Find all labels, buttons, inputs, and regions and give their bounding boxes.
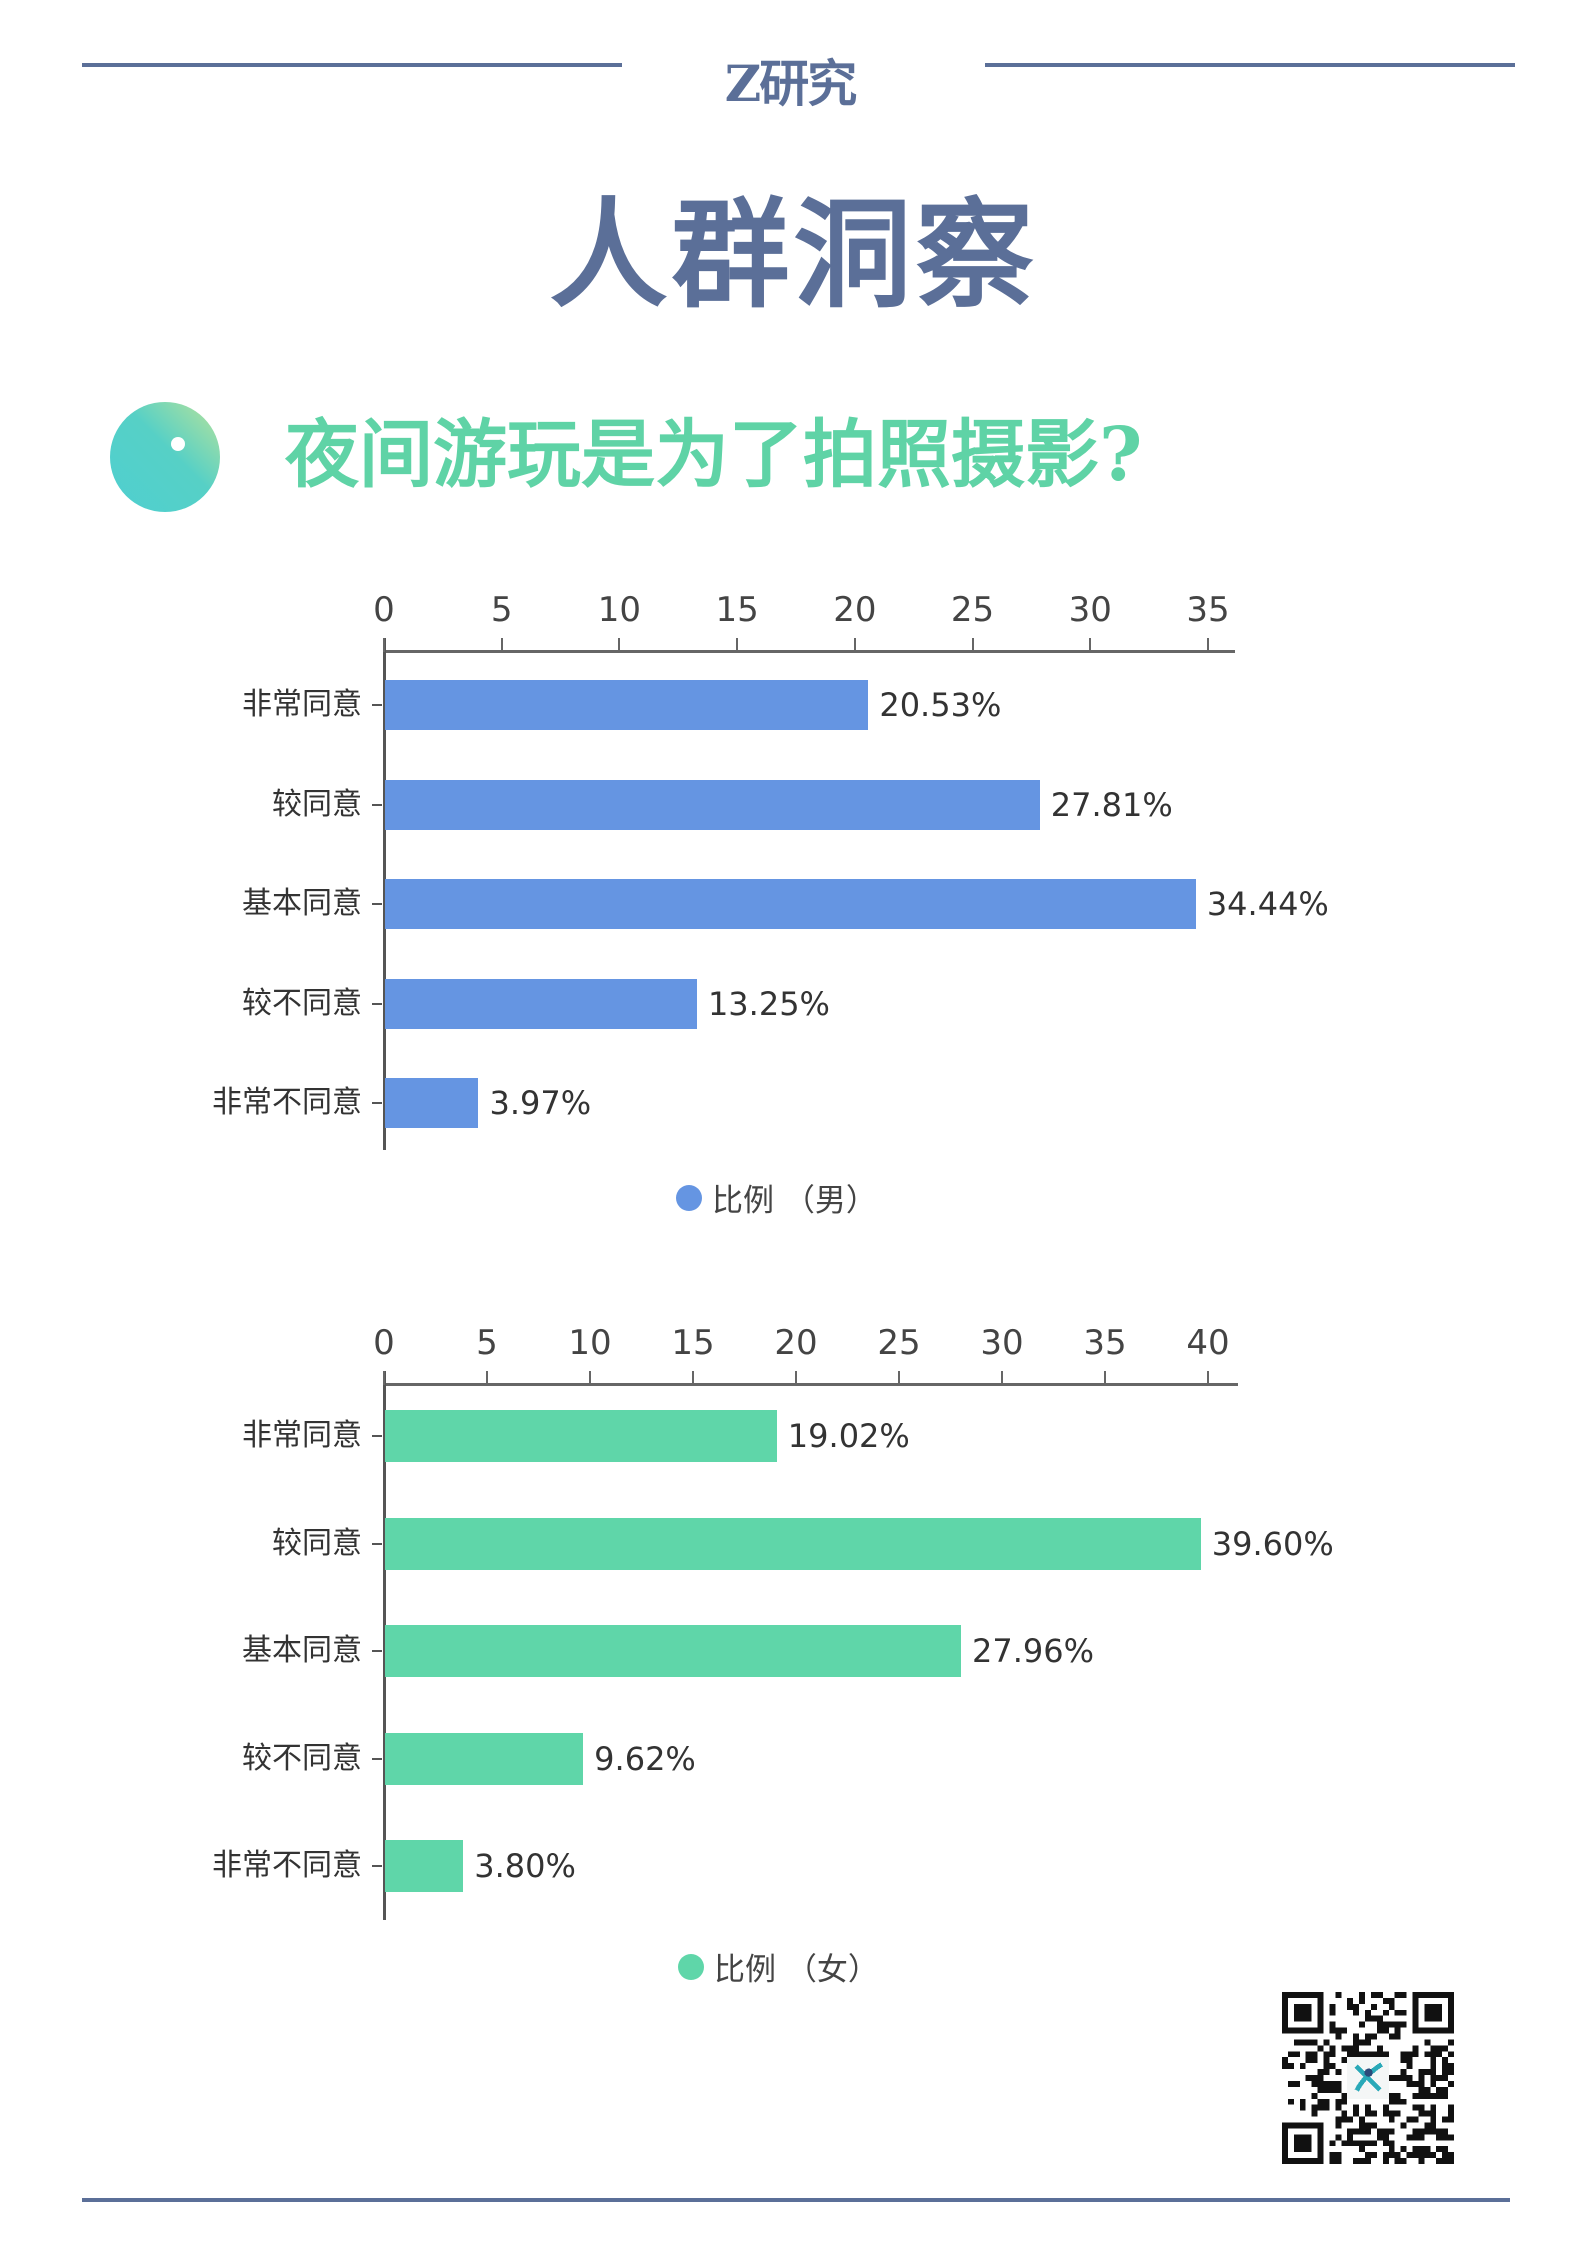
value-label: 34.44%	[1206, 885, 1329, 923]
category-label: 非常不同意	[212, 1848, 362, 1883]
legend-label: 比例 （男）	[712, 1183, 877, 1219]
gradient-circle-icon	[110, 402, 220, 512]
x-tick	[500, 638, 503, 652]
x-tick-label: 40	[1186, 1323, 1230, 1363]
section-subtitle: 夜间游玩是为了拍照摄影?	[285, 412, 1143, 498]
bar	[385, 1840, 464, 1892]
chart-legend: 比例 （男）	[676, 1175, 877, 1220]
bar	[385, 1732, 584, 1785]
y-axis-line	[383, 1371, 386, 1920]
category-tick	[372, 1002, 382, 1005]
value-label: 20.53%	[879, 686, 1002, 724]
x-axis-line	[384, 650, 1235, 653]
bar	[385, 1625, 961, 1677]
x-tick-label: 30	[1068, 590, 1112, 630]
x-tick	[383, 1371, 385, 1385]
x-tick-label: 5	[490, 590, 513, 630]
header-line-right	[985, 63, 1515, 67]
x-tick	[971, 638, 974, 652]
category-tick	[372, 1650, 382, 1652]
x-tick	[1207, 1371, 1209, 1385]
category-label: 较同意	[272, 786, 362, 822]
x-tick	[1104, 1371, 1106, 1385]
category-tick	[372, 903, 382, 905]
x-tick	[692, 1371, 694, 1385]
x-tick	[618, 638, 621, 652]
header-line-left	[82, 63, 622, 67]
brand-name: Z研究	[724, 54, 858, 113]
x-tick-label: 30	[980, 1323, 1024, 1363]
x-tick-label: 20	[774, 1323, 818, 1363]
value-label: 3.97%	[489, 1084, 592, 1122]
bar	[385, 978, 697, 1029]
category-tick	[372, 1865, 382, 1867]
x-tick-label: 0	[373, 590, 395, 630]
bar	[385, 1078, 479, 1128]
bar	[385, 879, 1196, 929]
category-tick	[372, 1757, 382, 1760]
value-label: 39.60%	[1211, 1524, 1334, 1563]
page-title: 人群洞察	[549, 185, 1038, 324]
x-tick-label: 10	[568, 1323, 612, 1363]
x-tick	[1089, 638, 1092, 652]
legend-label: 比例 （女）	[714, 1952, 879, 1988]
value-label: 27.96%	[971, 1632, 1094, 1670]
category-tick	[372, 704, 382, 706]
x-tick-label: 25	[950, 590, 995, 630]
y-axis-line	[383, 638, 386, 1150]
x-tick-label: 35	[1083, 1323, 1127, 1363]
bar	[385, 1517, 1201, 1570]
category-label: 非常同意	[242, 1418, 362, 1453]
category-tick	[372, 803, 382, 806]
bar	[385, 680, 869, 730]
x-tick	[1001, 1371, 1003, 1385]
x-tick-label: 25	[877, 1323, 921, 1363]
footer-line	[82, 2198, 1510, 2202]
category-tick	[372, 1435, 382, 1437]
x-tick	[898, 1371, 900, 1385]
bar	[385, 1410, 777, 1462]
x-tick	[486, 1371, 488, 1385]
category-label: 较同意	[272, 1525, 362, 1561]
x-tick-label: 15	[715, 590, 759, 630]
x-tick-label: 20	[833, 590, 877, 630]
x-tick	[589, 1371, 591, 1385]
value-label: 19.02%	[787, 1417, 910, 1455]
x-tick-label: 15	[671, 1323, 715, 1363]
category-label: 非常同意	[242, 687, 362, 722]
category-tick	[372, 1542, 382, 1545]
value-label: 3.80%	[474, 1847, 576, 1885]
x-tick-label: 35	[1186, 590, 1230, 630]
category-label: 基本同意	[242, 1633, 362, 1668]
x-tick	[853, 638, 856, 652]
category-label: 较不同意	[242, 985, 362, 1021]
value-label: 27.81%	[1050, 785, 1173, 824]
category-label: 基本同意	[242, 886, 362, 921]
x-tick	[383, 638, 385, 652]
x-tick	[1207, 638, 1209, 652]
x-axis-line	[384, 1383, 1238, 1386]
chart-legend: 比例 （女）	[678, 1944, 879, 1989]
legend-swatch-icon	[676, 1184, 702, 1211]
x-tick-label: 0	[373, 1323, 395, 1363]
category-tick	[372, 1102, 382, 1104]
category-label: 较不同意	[242, 1740, 362, 1776]
value-label: 13.25%	[707, 984, 830, 1023]
bar	[385, 779, 1040, 830]
x-tick	[736, 638, 739, 652]
category-label: 非常不同意	[212, 1085, 362, 1120]
x-tick-label: 5	[476, 1323, 498, 1363]
x-tick-label: 10	[597, 590, 642, 630]
x-tick	[795, 1371, 797, 1385]
value-label: 9.62%	[594, 1739, 696, 1778]
legend-swatch-icon	[678, 1953, 704, 1980]
qr-code-icon	[1282, 1992, 1454, 2164]
